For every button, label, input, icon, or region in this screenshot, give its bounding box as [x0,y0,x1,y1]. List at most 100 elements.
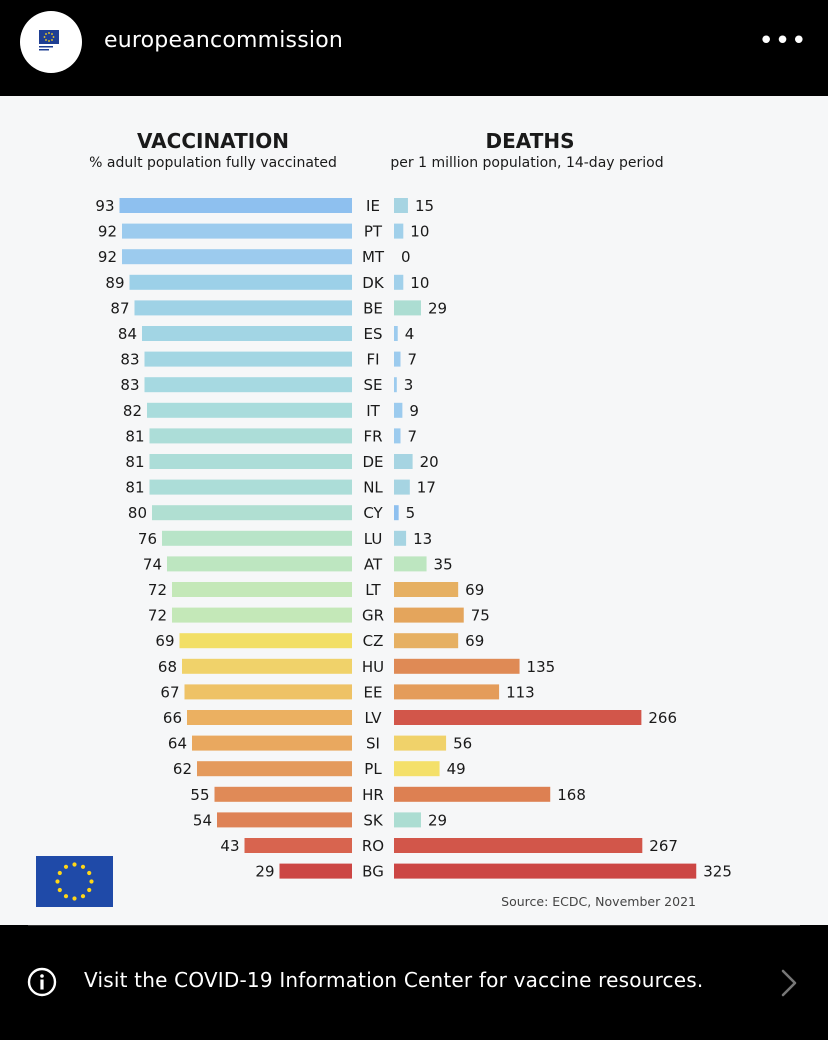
flag-star [72,862,77,867]
country-label-si: SI [366,735,380,753]
flag-star [87,887,92,893]
deaths-bar-pt [394,223,404,239]
deaths-bar-it [394,402,403,418]
deaths-subtitle: per 1 million population, 14-day period [390,155,663,171]
vaccination-bar-de [149,454,352,469]
vaccination-bar-nl [149,479,352,495]
vaccination-value-dk: 89 [105,274,124,292]
vaccination-value-at: 74 [143,555,162,573]
deaths-value-cz: 69 [465,632,484,650]
deaths-bar-at [394,556,427,572]
username[interactable]: europeancommission [104,28,343,53]
deaths-bar-cy [394,505,399,521]
deaths-value-cy: 5 [406,504,416,522]
vaccination-value-ro: 43 [220,837,239,855]
flag-star [57,870,62,876]
european-commission-logo-icon [39,30,59,51]
vaccination-bar-ee [184,684,352,700]
country-label-fi: FI [366,351,379,369]
deaths-bar-dk [394,274,404,290]
deaths-bar-be [394,300,421,316]
deaths-value-lt: 69 [465,581,484,599]
country-label-it: IT [366,402,380,420]
deaths-value-hr: 168 [557,786,586,804]
vaccination-subtitle: % adult population fully vaccinated [89,155,337,171]
deaths-value-it: 9 [409,402,419,420]
country-label-cz: CZ [363,632,384,650]
vaccination-bar-ie [119,198,352,213]
deaths-bar-sk [394,812,421,828]
vaccination-value-fr: 81 [125,427,144,445]
country-label-ee: EE [364,683,383,701]
deaths-bar-hu [394,658,520,674]
country-label-at: AT [364,555,383,573]
country-label-pt: PT [364,223,383,241]
flag-star [63,894,69,899]
deaths-bar-pl [394,761,440,777]
deaths-bar-ro [394,838,643,853]
deaths-bar-lu [394,530,407,546]
chevron-right-icon[interactable] [778,968,800,998]
deaths-bar-bg [394,863,697,879]
deaths-bar-fr [394,428,401,444]
vaccination-bar-si [192,735,352,751]
more-options-icon[interactable]: ••• [758,26,808,56]
flag-star [55,879,60,884]
deaths-bar-hr [394,786,551,802]
info-banner-text[interactable]: Visit the COVID-19 Information Center fo… [84,968,704,992]
deaths-title: DEATHS [486,129,575,153]
country-label-hu: HU [362,658,384,676]
vaccination-bar-fr [149,428,352,444]
deaths-value-be: 29 [428,299,447,317]
vaccination-title: VACCINATION [137,129,289,153]
deaths-bar-gr [394,607,464,623]
country-label-cy: CY [363,504,383,522]
vaccination-value-de: 81 [125,453,144,471]
vaccination-bar-lu [162,530,352,546]
country-label-se: SE [364,376,383,394]
country-label-hr: HR [362,786,384,804]
vaccination-bar-ro [244,838,352,853]
vaccination-bar-be [134,300,352,316]
vaccination-value-be: 87 [110,299,129,317]
vaccination-bar-hr [214,786,352,802]
vaccination-bar-lv [187,710,352,725]
vaccination-bar-it [147,402,352,418]
post-image: VACCINATION % adult population fully vac… [0,96,828,925]
flag-star [63,864,69,869]
deaths-bar-lt [394,582,459,597]
deaths-value-ro: 267 [649,837,678,855]
deaths-value-de: 20 [420,453,439,471]
vaccination-bar-dk [129,274,352,290]
info-icon [27,967,57,997]
vaccination-bar-fi [144,351,352,367]
deaths-value-dk: 10 [410,274,429,292]
country-label-bg: BG [362,863,384,881]
deaths-value-mt: 0 [401,248,411,266]
vaccination-value-es: 84 [118,325,137,343]
vaccination-value-ee: 67 [160,683,179,701]
avatar[interactable] [20,11,82,73]
country-label-es: ES [364,325,383,343]
deaths-value-sk: 29 [428,811,447,829]
vaccination-bar-cy [152,505,352,521]
eu-flag [36,856,113,907]
vaccination-value-fi: 83 [120,351,139,369]
vaccination-value-mt: 92 [98,248,117,266]
deaths-value-nl: 17 [417,479,436,497]
vaccination-bar-pt [122,223,352,239]
deaths-value-hu: 135 [527,658,556,676]
country-label-ie: IE [366,197,380,215]
flag-star [87,870,92,876]
vaccination-value-ie: 93 [95,197,114,215]
vaccination-bar-mt [122,249,352,265]
country-label-ro: RO [362,837,384,855]
deaths-bar-de [394,454,413,469]
source-note: Source: ECDC, November 2021 [501,894,696,909]
vaccination-value-sk: 54 [193,811,212,829]
deaths-value-at: 35 [434,555,453,573]
vaccination-value-hu: 68 [158,658,177,676]
covid-info-banner[interactable] [0,925,828,1040]
vaccination-value-cy: 80 [128,504,147,522]
country-label-lv: LV [365,709,383,727]
